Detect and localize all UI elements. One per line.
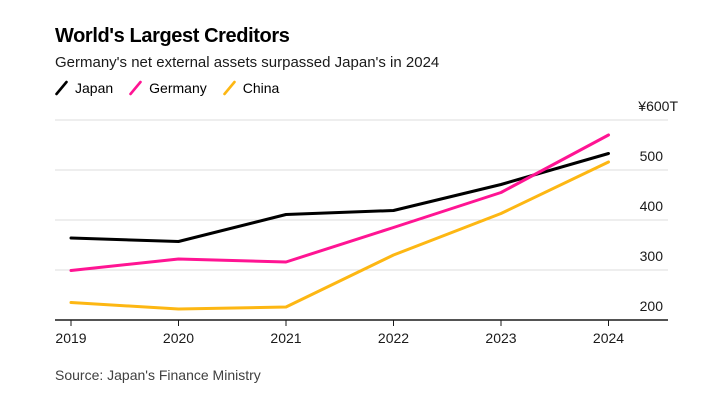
- chart-subtitle: Germany's net external assets surpassed …: [55, 54, 440, 71]
- legend-item-china: China: [222, 79, 280, 97]
- legend-label: Japan: [75, 80, 114, 96]
- legend-label: Germany: [149, 80, 207, 96]
- germany-line: [69, 133, 610, 272]
- legend: Japan Germany China: [55, 79, 279, 97]
- chart-title: World's Largest Creditors: [55, 25, 290, 47]
- legend-label: China: [242, 80, 280, 96]
- legend-slash-icon: [55, 80, 68, 96]
- china-line: [69, 160, 610, 311]
- legend-item-japan: Japan: [55, 79, 113, 97]
- japan-line: [69, 152, 610, 243]
- legend-slash-icon: [222, 80, 236, 96]
- source-note: Source: Japan's Finance Ministry: [55, 367, 261, 383]
- legend-slash-icon: [129, 80, 142, 96]
- legend-item-germany: Germany: [129, 79, 207, 97]
